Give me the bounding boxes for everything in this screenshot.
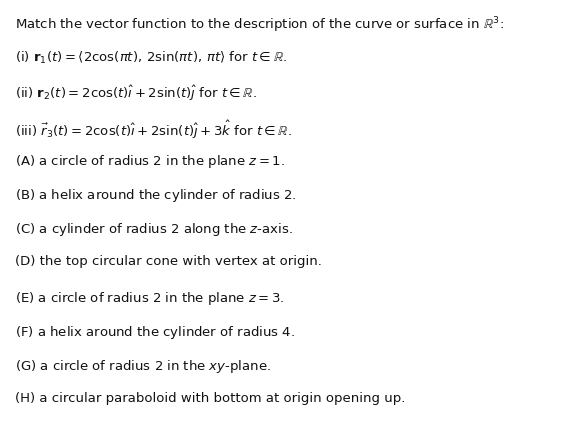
Text: (H) a circular paraboloid with bottom at origin opening up.: (H) a circular paraboloid with bottom at… — [15, 392, 405, 405]
Text: (G) a circle of radius $2$ in the $xy$-plane.: (G) a circle of radius $2$ in the $xy$-p… — [15, 358, 270, 375]
Text: (ii) $\mathbf{r}_2(t) = 2\cos(t)\hat{\imath} + 2\sin(t)\hat{\jmath}$ for $t \in : (ii) $\mathbf{r}_2(t) = 2\cos(t)\hat{\im… — [15, 84, 256, 103]
Text: (iii) $\vec{r}_3(t) = 2\cos(t)\hat{\imath} + 2\sin(t)\hat{\jmath} + 3\hat{k}$ fo: (iii) $\vec{r}_3(t) = 2\cos(t)\hat{\imat… — [15, 118, 291, 141]
Text: Match the vector function to the description of the curve or surface in $\mathbb: Match the vector function to the descrip… — [15, 16, 504, 35]
Text: (A) a circle of radius $2$ in the plane $z = 1$.: (A) a circle of radius $2$ in the plane … — [15, 153, 285, 170]
Text: (i) $\mathbf{r}_1(t) = \langle 2\cos(\pi t),\, 2\sin(\pi t),\, \pi t\rangle$ for: (i) $\mathbf{r}_1(t) = \langle 2\cos(\pi… — [15, 50, 287, 66]
Text: (D) the top circular cone with vertex at origin.: (D) the top circular cone with vertex at… — [15, 255, 321, 268]
Text: (F) a helix around the cylinder of radius $4$.: (F) a helix around the cylinder of radiu… — [15, 324, 294, 341]
Text: (C) a cylinder of radius $2$ along the $z$-axis.: (C) a cylinder of radius $2$ along the $… — [15, 221, 293, 238]
Text: (B) a helix around the cylinder of radius $2$.: (B) a helix around the cylinder of radiu… — [15, 187, 296, 204]
Text: (E) a circle of radius $2$ in the plane $z = 3$.: (E) a circle of radius $2$ in the plane … — [15, 290, 284, 307]
